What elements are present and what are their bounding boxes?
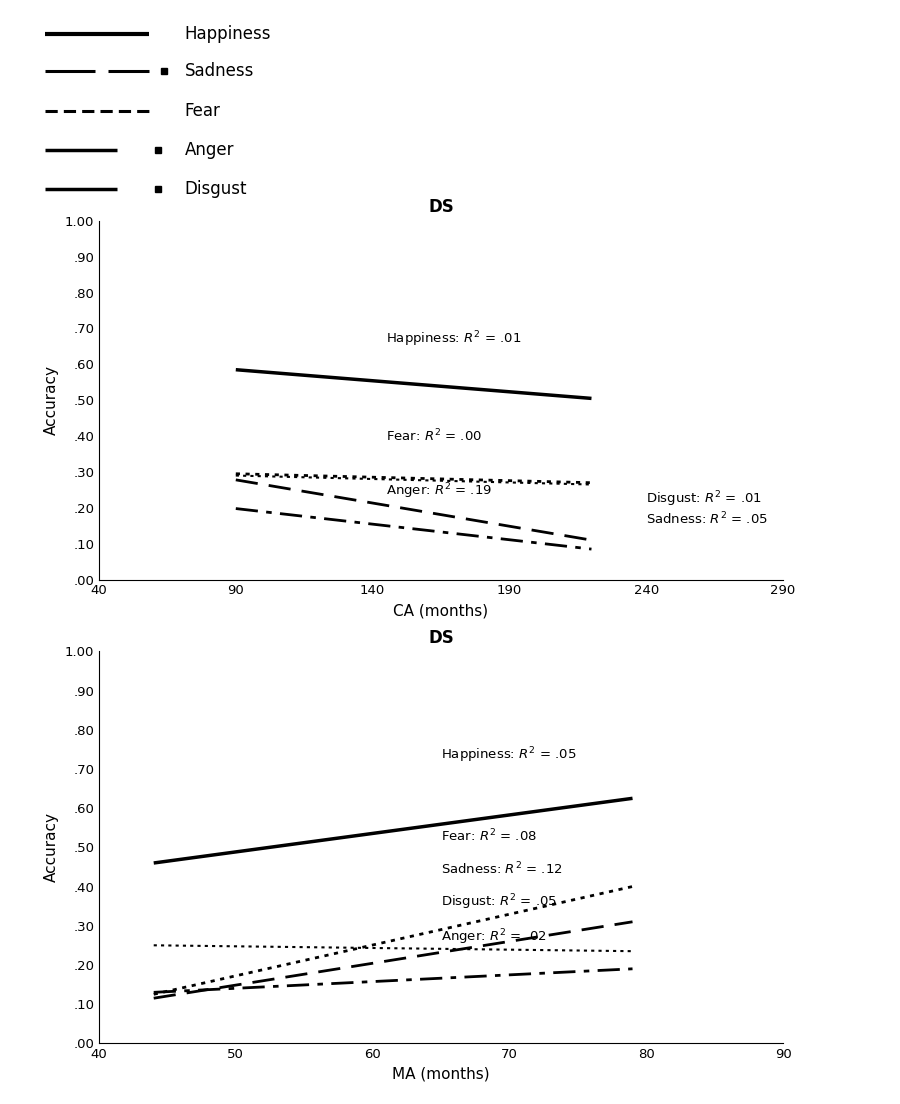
- Text: Anger: Anger: [184, 141, 234, 159]
- Text: Happiness: $R^2$ = .01: Happiness: $R^2$ = .01: [386, 329, 522, 349]
- Text: Fear: Fear: [184, 102, 220, 119]
- Text: Disgust: $R^2$ = .01: Disgust: $R^2$ = .01: [646, 489, 762, 509]
- Text: Anger: $R^2$ = .02: Anger: $R^2$ = .02: [441, 927, 546, 947]
- X-axis label: CA (months): CA (months): [393, 603, 489, 618]
- Text: Fear: $R^2$ = .00: Fear: $R^2$ = .00: [386, 427, 482, 445]
- Y-axis label: Accuracy: Accuracy: [44, 365, 59, 435]
- Text: Happiness: Happiness: [184, 24, 271, 43]
- Text: Sadness: $R^2$ = .05: Sadness: $R^2$ = .05: [646, 511, 768, 528]
- Text: Disgust: $R^2$ = .05: Disgust: $R^2$ = .05: [441, 892, 557, 912]
- Text: Sadness: $R^2$ = .12: Sadness: $R^2$ = .12: [441, 861, 562, 878]
- Text: Sadness: Sadness: [184, 62, 254, 81]
- Text: Fear: $R^2$ = .08: Fear: $R^2$ = .08: [441, 827, 537, 843]
- Text: Happiness: $R^2$ = .05: Happiness: $R^2$ = .05: [441, 745, 577, 765]
- Y-axis label: Accuracy: Accuracy: [44, 813, 59, 882]
- Text: Anger: $R^2$ = .19: Anger: $R^2$ = .19: [386, 481, 492, 501]
- X-axis label: MA (months): MA (months): [392, 1066, 490, 1082]
- Title: DS: DS: [428, 629, 454, 647]
- Title: DS: DS: [428, 199, 454, 216]
- Text: Disgust: Disgust: [184, 180, 247, 199]
